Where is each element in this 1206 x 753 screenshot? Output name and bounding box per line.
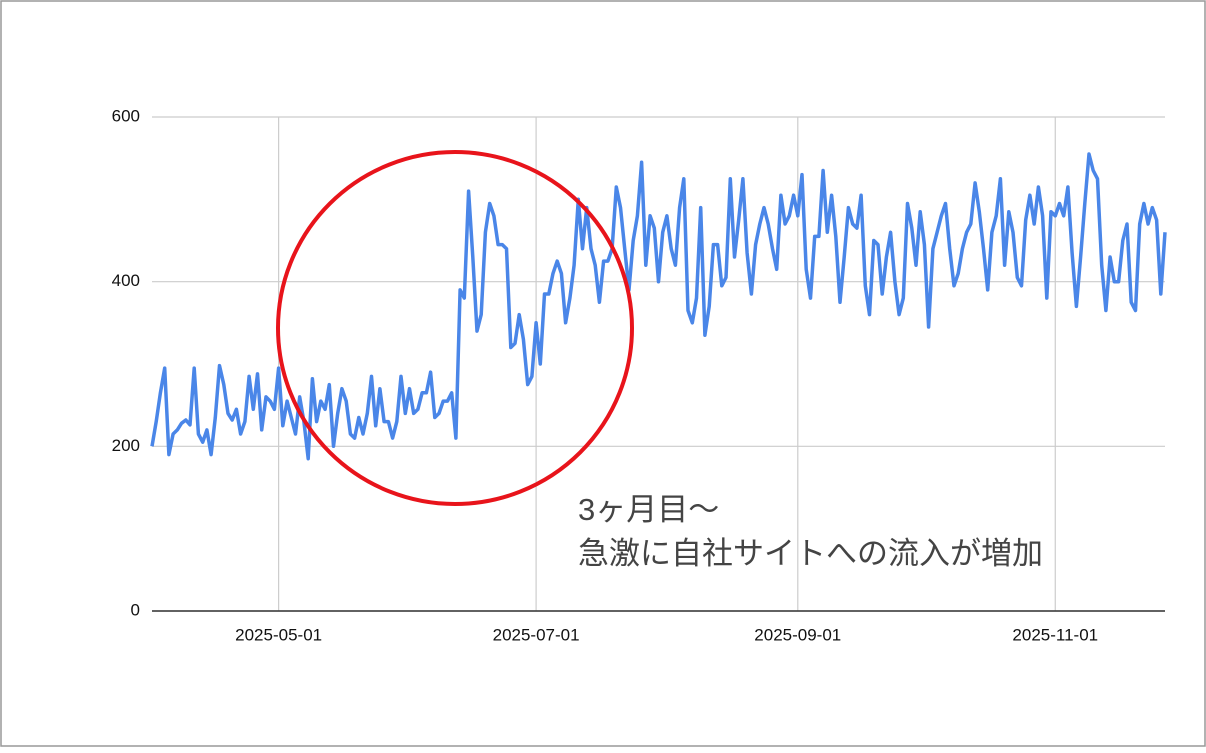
data-line <box>150 152 1167 461</box>
x-tick-label: 2025-11-01 <box>1012 625 1098 644</box>
y-tick-label: 200 <box>112 436 140 455</box>
annotation-line: 3ヶ月目〜 <box>578 492 719 527</box>
y-tick-label: 0 <box>131 600 140 619</box>
x-tick-label: 2025-07-01 <box>493 625 580 644</box>
annotation-line: 急激に自社サイトへの流入が増加 <box>578 536 1043 571</box>
highlight-circle <box>276 150 634 506</box>
y-tick-label: 600 <box>112 106 140 125</box>
x-tick-label: 2025-05-01 <box>235 625 322 644</box>
grid: 0 200 400 600 2025-05-01 2025-07-01 2025-09-01… <box>112 106 1165 644</box>
y-tick-label: 400 <box>112 271 140 290</box>
plot <box>150 152 1167 461</box>
x-tick-label: 2025-09-01 <box>754 625 841 644</box>
